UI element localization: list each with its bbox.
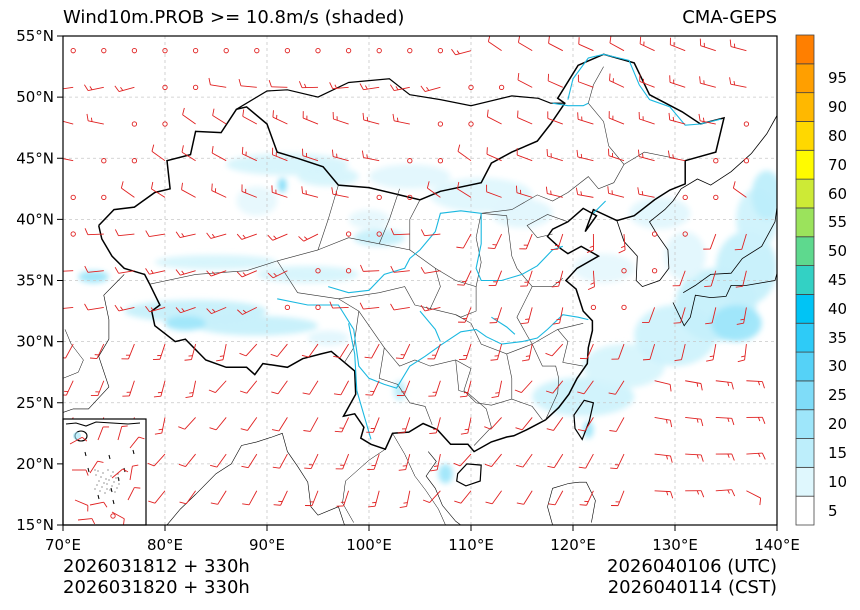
valid-time-cst: 2026040114 (CST) xyxy=(607,577,777,598)
init-time-cst: 2026031820 + 330h xyxy=(63,577,250,598)
init-time: 2026031812 + 330h 2026031820 + 330h xyxy=(63,556,250,598)
colorbar-tick-label: 5 xyxy=(828,501,838,520)
y-tick-label: 15°N xyxy=(16,516,54,534)
colorbar-bin xyxy=(795,121,815,151)
valid-time-utc: 2026040106 (UTC) xyxy=(607,556,777,577)
model-name: CMA-GEPS xyxy=(682,7,777,28)
gridlines xyxy=(63,36,777,525)
y-tick-label: 25°N xyxy=(16,394,54,412)
x-tick-label: 70°E xyxy=(45,536,81,554)
x-tick-label: 80°E xyxy=(147,536,183,554)
colorbar-bin xyxy=(795,236,815,266)
colorbar-tick-label: 25 xyxy=(828,386,848,405)
south-china-sea-inset xyxy=(62,418,147,526)
colorbar-bin xyxy=(795,351,815,382)
colorbar xyxy=(795,34,815,526)
colorbar-tick-label: 70 xyxy=(828,155,848,174)
colorbar-bin xyxy=(795,178,815,209)
colorbar-tick-label: 55 xyxy=(828,213,848,232)
colorbar-tick-label: 95 xyxy=(828,69,848,88)
colorbar-tick-label: 60 xyxy=(828,184,848,203)
colorbar-tick-label: 45 xyxy=(828,271,848,289)
y-tick-label: 35°N xyxy=(16,272,54,290)
y-tick-label: 40°N xyxy=(16,210,54,228)
probability-shading xyxy=(78,153,777,484)
colorbar-tick-label: 40 xyxy=(828,299,848,318)
colorbar-bin xyxy=(795,149,815,180)
chart-title: Wind10m.PROB >= 10.8m/s (shaded) xyxy=(63,7,405,28)
colorbar-bin xyxy=(795,207,815,238)
colorbar-tick-label: 90 xyxy=(828,98,848,117)
colorbar-bin xyxy=(795,322,815,353)
colorbar-tick-label: 20 xyxy=(828,415,848,434)
x-tick-label: 120°E xyxy=(550,536,596,554)
colorbar-tick-label: 35 xyxy=(828,328,848,347)
x-tick-label: 140°E xyxy=(754,536,800,554)
axes: 70°E 80°E 90°E 100°E 110°E 120°E 130°E 140°E 55°… xyxy=(16,27,800,554)
colorbar-tick-label: 80 xyxy=(828,126,848,145)
colorbar-bin xyxy=(795,495,815,526)
colorbar-bin xyxy=(795,34,815,65)
colorbar-tick-label: 30 xyxy=(828,357,848,376)
colorbar-bin xyxy=(795,63,815,94)
valid-time: 2026040106 (UTC) 2026040114 (CST) xyxy=(607,556,777,598)
y-tick-label: 45°N xyxy=(16,149,54,167)
colorbar-tick-label: 10 xyxy=(828,472,848,491)
colorbar-bin xyxy=(795,466,815,497)
y-tick-label: 30°N xyxy=(16,333,54,351)
geographic-boundaries xyxy=(63,53,777,525)
colorbar-bin xyxy=(795,409,815,439)
x-tick-label: 90°E xyxy=(249,536,285,554)
colorbar-bin xyxy=(795,438,815,468)
colorbar-tick-label: 50 xyxy=(828,242,848,261)
y-tick-label: 55°N xyxy=(16,27,54,45)
y-tick-label: 50°N xyxy=(16,88,54,106)
x-tick-label: 100°E xyxy=(346,536,392,554)
colorbar-bin xyxy=(795,92,815,122)
y-tick-label: 20°N xyxy=(16,455,54,473)
colorbar-bin xyxy=(795,265,815,295)
wind-barbs xyxy=(63,36,766,509)
colorbar-bin xyxy=(795,294,815,324)
x-tick-label: 110°E xyxy=(448,536,494,554)
init-time-utc: 2026031812 + 330h xyxy=(63,556,250,577)
colorbar-tick-label: 15 xyxy=(828,443,848,462)
x-tick-label: 130°E xyxy=(652,536,698,554)
colorbar-bin xyxy=(795,380,815,411)
